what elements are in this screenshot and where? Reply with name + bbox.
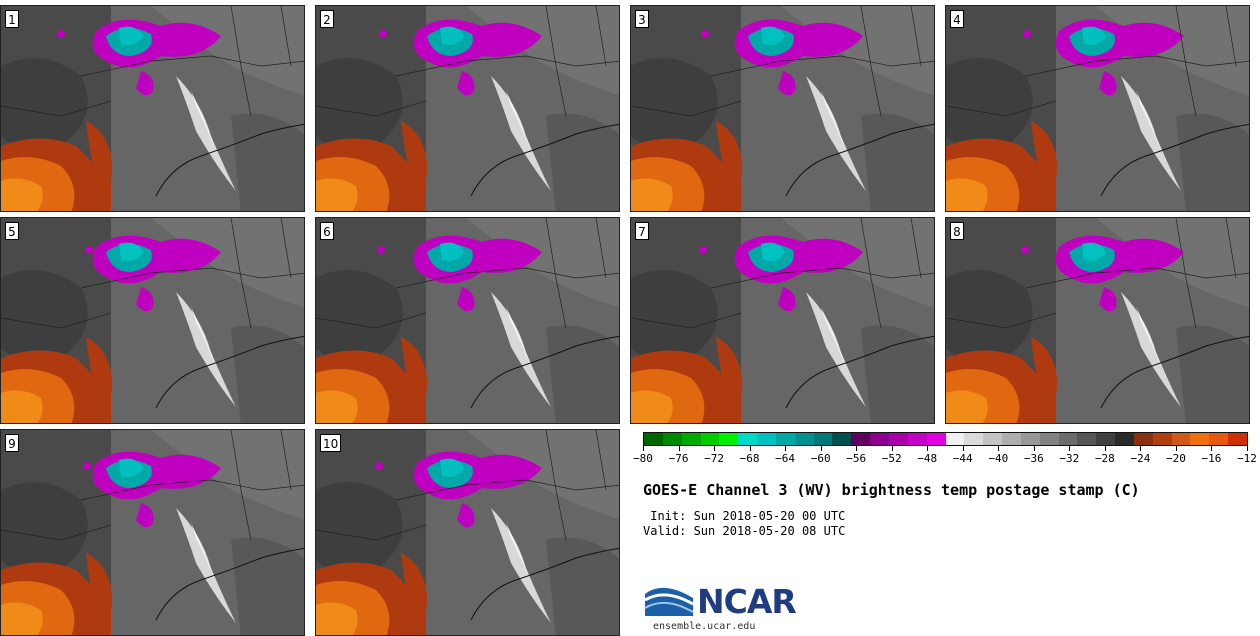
colorbar-segment — [700, 433, 720, 445]
valid-time: Valid: Sun 2018-05-20 08 UTC — [643, 524, 846, 538]
postage-stamp-panel: 9 — [0, 429, 305, 636]
colorbar-segment — [1171, 433, 1191, 445]
colorbar-segment — [644, 433, 663, 445]
colorbar-segment — [851, 433, 871, 445]
colorbar-tick-label: −60 — [810, 452, 831, 465]
colorbar-tick-label: −20 — [1166, 452, 1186, 465]
colorbar-tick-label: −52 — [881, 452, 902, 465]
colorbar-tick-label: −80 — [633, 452, 653, 465]
colorbar-tick-label: −28 — [1094, 452, 1115, 465]
colorbar-segment — [1039, 433, 1059, 445]
colorbar-tick-label: −24 — [1130, 452, 1151, 465]
panel-number-label: 9 — [5, 434, 19, 452]
postage-stamp-panel: 2 — [315, 5, 620, 212]
figure-title: GOES-E Channel 3 (WV) brightness temp po… — [643, 481, 1140, 499]
postage-stamp-panel: 10 — [315, 429, 620, 636]
colorbar-tick-label: −16 — [1201, 452, 1222, 465]
colorbar-segment — [832, 433, 852, 445]
colorbar-tick — [1069, 446, 1071, 451]
colorbar-tick-label: −56 — [846, 452, 867, 465]
panel-number-label: 3 — [635, 10, 649, 28]
colorbar-tick — [678, 446, 680, 451]
ncar-logo-text: NCAR — [697, 582, 797, 621]
postage-stamp-panel: 4 — [945, 5, 1250, 212]
colorbar-segment — [870, 433, 889, 445]
colorbar-tick — [1140, 446, 1142, 451]
ncar-logo-icon — [644, 587, 694, 616]
colorbar-tick-label: −64 — [775, 452, 796, 465]
colorbar-segment — [1077, 433, 1097, 445]
colorbar-tick — [1104, 446, 1106, 451]
colorbar-tick — [856, 446, 858, 451]
postage-stamp-panel: 6 — [315, 217, 620, 424]
colorbar-tick-label: −32 — [1059, 452, 1080, 465]
colorbar-tick — [714, 446, 716, 451]
colorbar-tick-label: −40 — [988, 452, 1009, 465]
panel-number-label: 6 — [320, 222, 334, 240]
colorbar-ticks: −80 −76 −72 −68 −64 −60 −56 −52 −48 −44 −40 −36 −32 −… — [633, 446, 1257, 468]
site-url: ensemble.ucar.edu — [653, 621, 756, 632]
colorbar-segment — [907, 433, 927, 445]
postage-stamp-panel: 7 — [630, 217, 935, 424]
postage-stamp-panel: 3 — [630, 5, 935, 212]
colorbar-segment — [926, 433, 946, 445]
panel-number-label: 2 — [320, 10, 334, 28]
panel-number-label: 10 — [320, 434, 342, 452]
postage-stamp-panel: 8 — [945, 217, 1250, 424]
colorbar-tick-label: −44 — [952, 452, 973, 465]
colorbar-segment — [1133, 433, 1153, 445]
colorbar-segment — [983, 433, 1003, 445]
colorbar-segment — [1152, 433, 1172, 445]
colorbar-segment — [775, 433, 795, 445]
colorbar-tick-label: −12 — [1237, 452, 1257, 465]
colorbar-tick — [891, 446, 893, 451]
colorbar-segment — [1115, 433, 1134, 445]
colorbar-tick — [927, 446, 929, 451]
colorbar-segment — [794, 433, 814, 445]
colorbar-tick-label: −36 — [1023, 452, 1044, 465]
panel-number-label: 4 — [950, 10, 964, 28]
panel-number-label: 8 — [950, 222, 964, 240]
colorbar-tick — [785, 446, 787, 451]
panel-number-label: 1 — [5, 10, 19, 28]
colorbar-tick-label: −76 — [668, 452, 689, 465]
colorbar-tick — [820, 446, 822, 451]
postage-stamp-panel: 5 — [0, 217, 305, 424]
colorbar-segment — [1190, 433, 1210, 445]
colorbar-segment — [813, 433, 833, 445]
colorbar-segment — [888, 433, 908, 445]
colorbar-segment — [1096, 433, 1116, 445]
colorbar-tick — [1175, 446, 1177, 451]
colorbar-segment — [945, 433, 965, 445]
panel-number-label: 5 — [5, 222, 19, 240]
panel-number-label: 7 — [635, 222, 649, 240]
colorbar-segment — [1020, 433, 1040, 445]
init-time: Init: Sun 2018-05-20 00 UTC — [643, 509, 846, 523]
colorbar-tick-label: −68 — [739, 452, 760, 465]
colorbar — [643, 432, 1248, 446]
colorbar-segment — [681, 433, 701, 445]
colorbar-tick — [1247, 446, 1248, 451]
colorbar-tick — [998, 446, 1000, 451]
colorbar-tick — [1211, 446, 1213, 451]
colorbar-tick — [962, 446, 964, 451]
colorbar-segment — [1228, 433, 1247, 445]
colorbar-segment — [1209, 433, 1229, 445]
colorbar-segment — [662, 433, 682, 445]
colorbar-tick — [1033, 446, 1035, 451]
colorbar-tick — [643, 446, 644, 451]
colorbar-segment — [1058, 433, 1078, 445]
colorbar-tick-label: −48 — [917, 452, 938, 465]
postage-stamp-panel: 1 — [0, 5, 305, 212]
colorbar-tick — [749, 446, 751, 451]
colorbar-segment — [738, 433, 758, 445]
colorbar-segment — [1002, 433, 1021, 445]
colorbar-segment — [964, 433, 984, 445]
colorbar-segment — [719, 433, 739, 445]
colorbar-segment — [757, 433, 776, 445]
colorbar-tick-label: −72 — [704, 452, 724, 465]
